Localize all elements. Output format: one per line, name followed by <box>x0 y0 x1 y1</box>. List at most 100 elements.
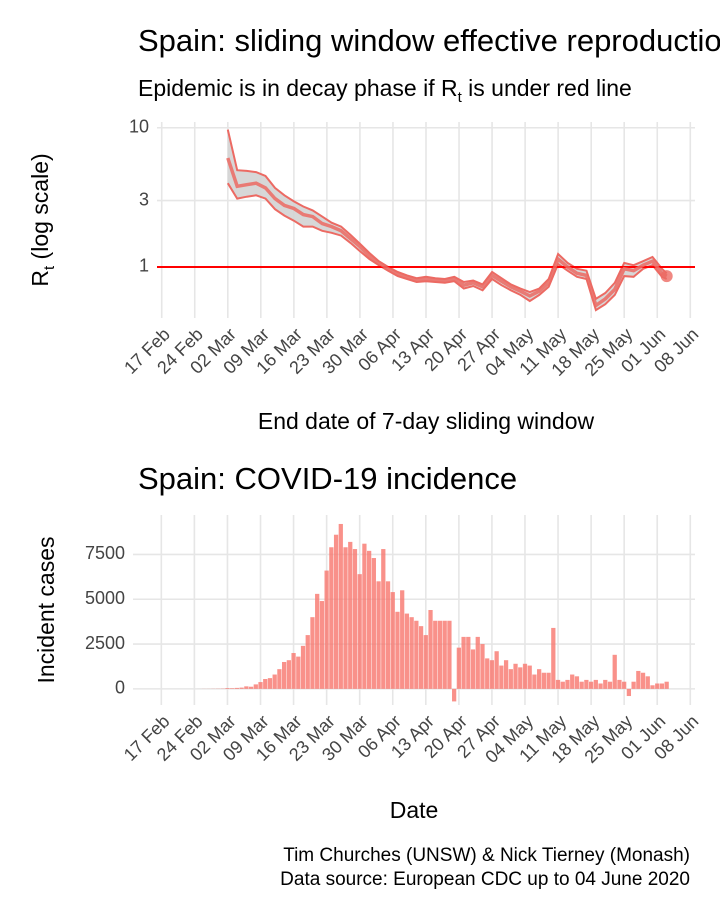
bar <box>437 620 443 689</box>
text-part: (log scale) <box>27 153 53 265</box>
bar <box>362 543 367 689</box>
caption: Tim Churches (UNSW) & Nick Tierney (Mona… <box>283 845 690 866</box>
bar <box>277 669 282 689</box>
bar <box>357 574 362 689</box>
bar <box>527 665 532 689</box>
bar <box>315 593 320 689</box>
bar <box>466 636 471 689</box>
text-part: Epidemic is in decay phase if R <box>138 75 458 101</box>
lower-line <box>226 182 668 312</box>
bar <box>418 626 424 689</box>
bar <box>579 681 584 689</box>
bar <box>263 679 268 689</box>
bar <box>537 669 542 689</box>
y-tick-label: 5000 <box>85 588 125 608</box>
bar <box>622 681 627 689</box>
y-tick-label: 1 <box>139 256 149 276</box>
bar <box>371 558 376 689</box>
chart-title: Spain: COVID-19 incidence <box>138 461 517 496</box>
bar <box>333 534 339 689</box>
end-point <box>660 270 673 283</box>
bar <box>305 635 310 689</box>
bar <box>570 674 575 689</box>
bar <box>494 651 499 689</box>
bar <box>503 660 509 689</box>
bar <box>452 688 457 702</box>
bar <box>442 620 447 689</box>
bar <box>409 617 414 689</box>
bar <box>338 523 343 689</box>
median-line <box>226 157 668 309</box>
bar <box>485 658 490 689</box>
bar <box>239 687 244 689</box>
bar <box>470 649 476 689</box>
bar <box>461 636 466 689</box>
y-axis-label: Incident cases <box>33 536 59 683</box>
bar <box>499 665 504 689</box>
bar <box>645 676 650 689</box>
bar <box>598 683 603 689</box>
bar <box>433 620 438 689</box>
bar <box>234 687 240 689</box>
bar <box>513 663 518 689</box>
bar <box>518 667 523 689</box>
bar <box>584 679 589 689</box>
x-axis-label: Date <box>390 797 439 823</box>
bar <box>655 683 660 689</box>
bar <box>244 686 249 689</box>
bar <box>541 672 546 689</box>
bar <box>423 635 428 689</box>
bar <box>489 660 495 689</box>
bar <box>546 672 551 689</box>
bar <box>574 676 580 689</box>
bar <box>593 679 598 689</box>
bar <box>508 669 513 689</box>
bar <box>551 627 556 689</box>
bar <box>376 581 381 689</box>
bar <box>475 636 480 689</box>
x-axis-label: End date of 7-day sliding window <box>258 408 595 434</box>
bar <box>659 683 665 689</box>
bar <box>352 549 358 689</box>
bar <box>395 611 400 689</box>
bar <box>381 549 386 689</box>
bar <box>329 547 334 689</box>
bar <box>390 592 395 689</box>
bar <box>300 645 306 689</box>
upper-line <box>226 129 668 301</box>
bar <box>291 653 296 689</box>
bar <box>607 681 613 689</box>
bar <box>414 620 419 689</box>
bar <box>612 654 617 689</box>
y-tick-label: 2500 <box>85 633 125 653</box>
bar <box>588 681 594 689</box>
bar <box>400 590 405 689</box>
bar <box>385 581 391 689</box>
bar <box>522 663 528 689</box>
bar <box>225 688 230 689</box>
bar <box>258 682 263 689</box>
bar <box>555 679 561 689</box>
y-axis-label: Rt (log scale) <box>27 153 58 286</box>
bar <box>640 672 646 689</box>
bar <box>631 681 636 689</box>
bar <box>532 674 537 689</box>
bar <box>310 617 315 689</box>
bar <box>636 670 641 689</box>
bar <box>286 660 291 689</box>
y-tick-label: 0 <box>115 678 125 698</box>
bar <box>348 541 353 689</box>
bar <box>560 681 565 689</box>
y-tick-label: 10 <box>129 117 149 137</box>
y-tick-label: 7500 <box>85 543 125 563</box>
text-part: t <box>458 89 463 106</box>
text-part: R <box>27 270 53 287</box>
bar <box>324 570 329 689</box>
bar <box>617 679 622 689</box>
bar <box>456 647 461 689</box>
bar <box>296 656 301 689</box>
bar <box>272 674 277 689</box>
bar <box>664 681 669 689</box>
